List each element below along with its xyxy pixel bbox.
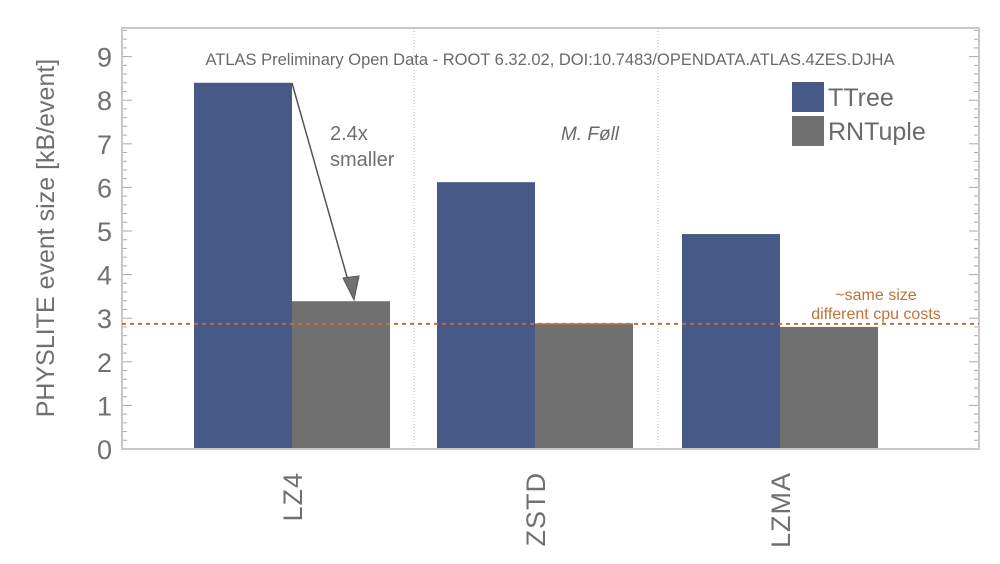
arrow-label-line1: 2.4x bbox=[330, 123, 368, 145]
plot-frame bbox=[121, 27, 980, 450]
arrow-head bbox=[342, 275, 360, 302]
bar-ttree-zstd bbox=[437, 182, 535, 449]
y-tick-label: 1 bbox=[97, 391, 112, 421]
y-tick-label: 4 bbox=[97, 261, 112, 291]
bar-rntuple-lzma bbox=[780, 326, 878, 449]
y-tick-label: 8 bbox=[97, 86, 112, 116]
y-tick-label: 5 bbox=[97, 217, 112, 247]
y-tick-label: 2 bbox=[97, 348, 112, 378]
bar-rntuple-lz4 bbox=[292, 301, 390, 449]
ref-label-line2: different cpu costs bbox=[811, 306, 941, 323]
legend-label: RNTuple bbox=[828, 118, 926, 146]
bar-ttree-lzma bbox=[682, 234, 780, 449]
x-tick-label: ZSTD bbox=[521, 472, 551, 547]
bar-rntuple-zstd bbox=[535, 323, 633, 449]
legend-swatch-ttree bbox=[792, 82, 824, 112]
chart-title: ATLAS Preliminary Open Data - ROOT 6.32.… bbox=[206, 51, 895, 69]
bar-ttree-lz4 bbox=[194, 82, 292, 449]
y-tick-label: 7 bbox=[97, 130, 112, 160]
ref-label-line1: ~same size bbox=[835, 287, 916, 304]
y-tick-label: 9 bbox=[97, 43, 112, 73]
y-axis-label: PHYSLITE event size [kB/event] bbox=[32, 59, 60, 418]
y-tick-label: 3 bbox=[97, 304, 112, 334]
arrow-label-line2: smaller bbox=[330, 149, 395, 171]
x-tick-label: LZMA bbox=[766, 472, 796, 548]
x-tick-label: LZ4 bbox=[278, 472, 308, 522]
y-tick-label: 0 bbox=[97, 435, 112, 465]
arrow-line bbox=[291, 82, 350, 285]
legend-label: TTree bbox=[828, 84, 894, 112]
y-tick-label: 6 bbox=[97, 173, 112, 203]
author-label: M. Føll bbox=[561, 124, 620, 145]
legend-swatch-rntuple bbox=[792, 116, 824, 146]
